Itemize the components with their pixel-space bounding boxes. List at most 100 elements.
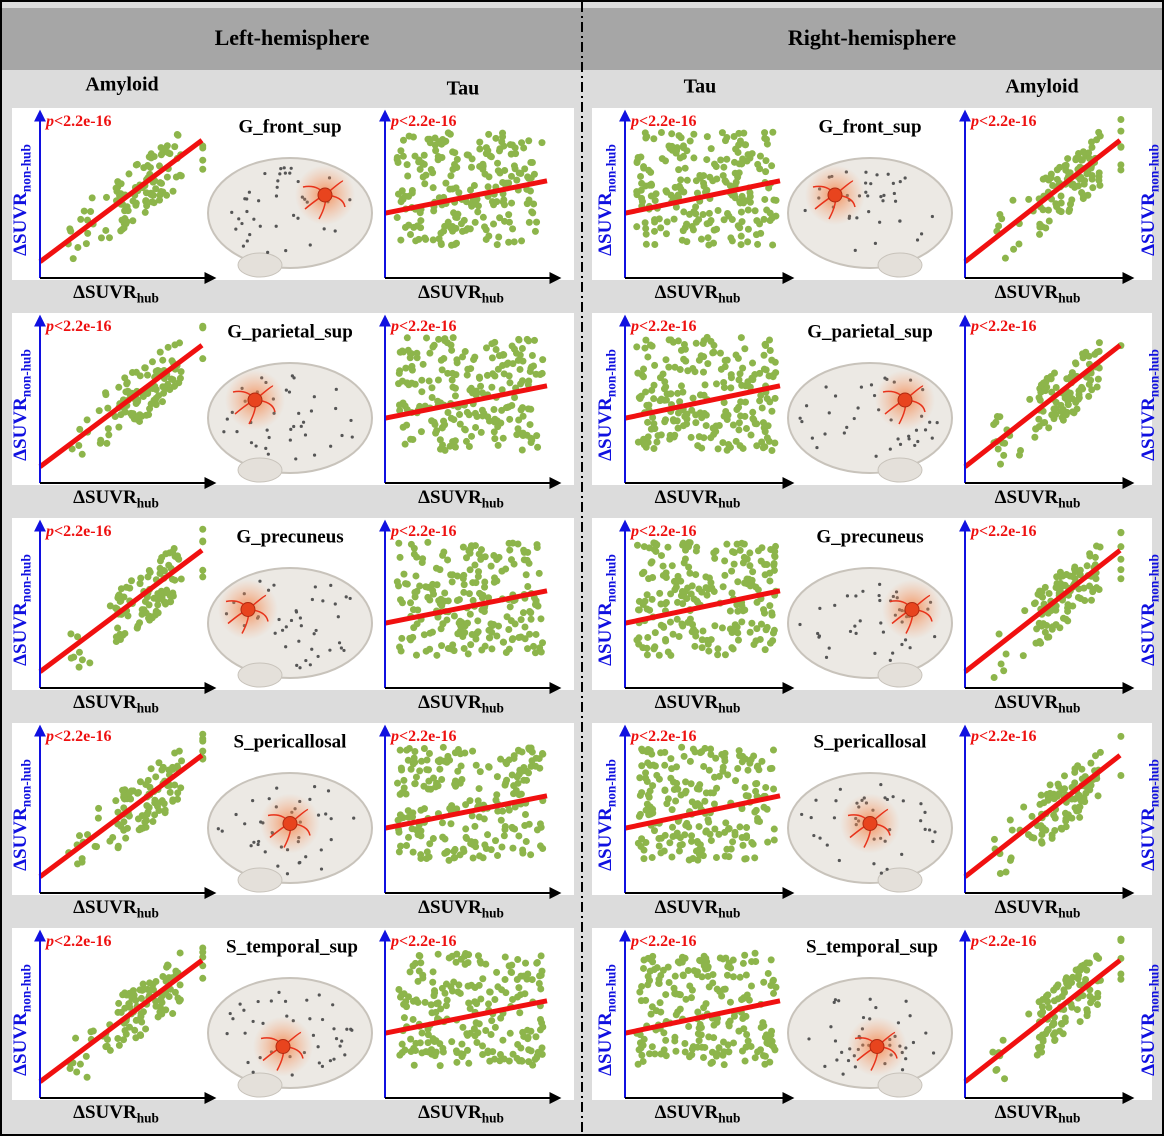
scatter-point <box>414 222 421 229</box>
scatter-point <box>429 169 436 176</box>
brain-node <box>909 1014 912 1017</box>
scatter-point <box>739 1048 746 1055</box>
scatter-point <box>418 1049 425 1056</box>
scatter-point <box>688 838 695 845</box>
scatter-point <box>177 949 184 956</box>
scatter-point <box>476 375 483 382</box>
scatter-point <box>84 1074 91 1081</box>
scatter-point <box>438 602 445 609</box>
scatter-point <box>672 1048 679 1055</box>
scatter-point <box>171 577 178 584</box>
brain-node <box>854 249 857 252</box>
p-value: p<2.2e-16 <box>629 728 697 745</box>
scatter-point <box>157 349 164 356</box>
x-label-main: ΔSUVR <box>995 282 1059 303</box>
scatter-point <box>686 570 693 577</box>
scatter-point <box>1000 667 1007 674</box>
brain-node <box>343 1053 346 1056</box>
scatter-point <box>738 209 745 216</box>
scatter-point <box>519 847 526 854</box>
scatter-point <box>460 572 467 579</box>
scatter-point <box>506 379 513 386</box>
scatter-point <box>430 184 437 191</box>
brain-node <box>234 227 237 230</box>
scatter-point <box>1062 1018 1069 1025</box>
brain-node <box>302 421 305 424</box>
brain-node <box>915 429 918 432</box>
scatter-point <box>682 358 689 365</box>
scatter-point <box>758 758 765 765</box>
scatter-point <box>1045 1026 1052 1033</box>
region-label: S_pericallosal <box>814 731 927 752</box>
scatter-point <box>421 180 428 187</box>
scatter-point <box>762 168 769 175</box>
p-threshold: <2.2e-16 <box>399 113 457 130</box>
scatter-point <box>523 777 530 784</box>
brain-node <box>266 429 269 432</box>
scatter-point <box>652 548 659 555</box>
scatter-point <box>123 218 130 225</box>
brain-node <box>235 430 238 433</box>
scatter-point <box>704 592 711 599</box>
brain-node <box>226 1032 229 1035</box>
scatter-point <box>536 570 543 577</box>
brain-node <box>279 167 282 170</box>
scatter-point <box>657 224 664 231</box>
brain-node <box>874 1006 877 1009</box>
scatter-point <box>455 988 462 995</box>
scatter-point <box>1038 831 1045 838</box>
scatter-point <box>762 784 769 791</box>
scatter-point <box>426 646 433 653</box>
scatter-point <box>401 784 408 791</box>
brain-node <box>331 1003 334 1006</box>
y-label-sub: non-hub <box>1147 144 1162 192</box>
scatter-point <box>708 217 715 224</box>
brain-node <box>308 1017 311 1020</box>
scatter-point <box>98 234 105 241</box>
scatter-point <box>404 161 411 168</box>
brain-node <box>889 448 892 451</box>
brain-node <box>266 251 269 254</box>
region-label: G_front_sup <box>238 116 341 137</box>
x-label-sub: hub <box>137 496 159 511</box>
scatter-point <box>642 839 649 846</box>
brain-node <box>276 186 279 189</box>
brain-node <box>898 220 901 223</box>
brain-node <box>818 837 821 840</box>
x-label-sub: hub <box>718 701 740 716</box>
scatter-point <box>1058 200 1065 207</box>
scatter-point <box>768 447 775 454</box>
brain-node <box>311 598 314 601</box>
p-symbol: p <box>629 523 639 540</box>
scatter-point <box>462 961 469 968</box>
scatter-point <box>745 226 752 233</box>
brain-node <box>907 435 910 438</box>
brain-node <box>799 417 802 420</box>
brain-node <box>828 411 831 414</box>
scatter-point <box>87 208 94 215</box>
scatter-point <box>410 133 417 140</box>
brain-node <box>252 1071 255 1074</box>
scatter-point <box>770 630 777 637</box>
scatter-point <box>728 846 735 853</box>
scatter-point <box>199 975 206 982</box>
scatter-point <box>735 426 742 433</box>
scatter-point <box>480 214 487 221</box>
brain-node <box>834 394 837 397</box>
x-label-sub: hub <box>482 291 504 306</box>
scatter-point <box>998 660 1005 667</box>
scatter-point <box>430 775 437 782</box>
scatter-point <box>712 547 719 554</box>
scatter-point <box>418 428 425 435</box>
brain-node <box>805 404 808 407</box>
scatter-point <box>1117 937 1124 944</box>
scatter-point <box>485 183 492 190</box>
x-label-main: ΔSUVR <box>655 897 719 918</box>
scatter-point <box>1068 196 1075 203</box>
scatter-point <box>1088 597 1095 604</box>
scatter-point <box>638 1052 645 1059</box>
hub-node <box>905 603 919 617</box>
brain-node <box>886 868 889 871</box>
brain-node <box>257 1000 260 1003</box>
scatter-point <box>176 339 183 346</box>
